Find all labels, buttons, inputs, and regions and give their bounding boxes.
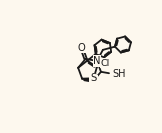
Text: S: S bbox=[91, 73, 97, 83]
Text: Cl: Cl bbox=[100, 59, 110, 68]
Text: N: N bbox=[90, 76, 97, 86]
Text: SH: SH bbox=[112, 69, 126, 79]
Text: O: O bbox=[78, 43, 85, 53]
Text: N: N bbox=[93, 56, 101, 66]
